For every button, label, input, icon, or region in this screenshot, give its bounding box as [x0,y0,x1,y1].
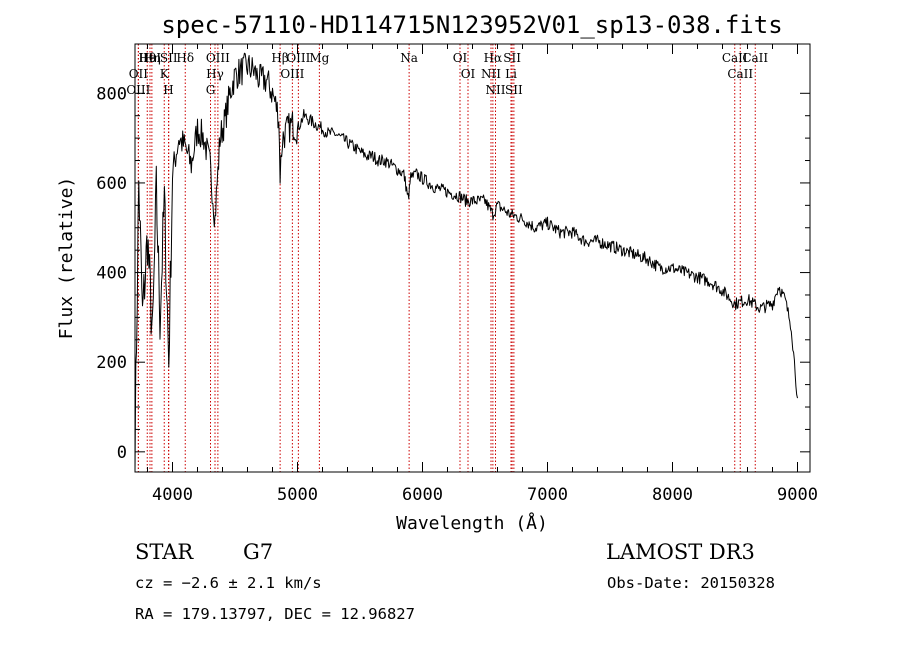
spectral-line-label: Na [400,51,418,65]
spectral-line-label: Hβ [271,51,288,65]
spectral-line-label: OIII [286,51,310,65]
x-tick-label: 5000 [277,485,318,505]
spectral-line-label: SII [503,51,521,65]
spectral-line-label: HeI [139,51,162,65]
spectral-line-markers [137,44,756,472]
spectral-line-label: Mg [309,51,329,65]
y-tick-label: 400 [96,264,127,284]
x-tick-label: 7000 [527,485,568,505]
spectral-line-label: CaII [727,67,753,81]
spectral-line-label: CaII [722,51,748,65]
x-tick-label: 8000 [652,485,693,505]
spectral-line-label: Hη [143,51,161,65]
x-tick-label: 6000 [402,485,443,505]
spectrum-line [134,52,798,473]
x-axis-ticks: 4000 5000 6000 7000 8000 9000 [147,44,818,505]
spectral-line-label: H [163,83,173,97]
spectral-line-label: Hγ [206,67,224,81]
spectral-line-label: OIII [206,51,230,65]
spectral-line-label: CaII [742,51,768,65]
y-tick-label: 0 [117,443,127,463]
spectral-line-label: OI [453,51,468,65]
spectral-line-label: Hα [484,51,503,65]
spectral-line-label: NII [486,83,506,97]
object-type: STAR [135,540,194,564]
x-axis-label: Wavelength (Å) [396,512,548,534]
y-axis-ticks: 0 200 400 600 800 [96,84,810,463]
spectral-line-label: SII [505,83,523,97]
spectral-class: G7 [243,540,273,564]
spectral-line-label: K [160,67,170,81]
chart-title: spec-57110-HD114715N123952V01_sp13-038.f… [161,11,782,39]
sky-coordinates: RA = 179.13797, DEC = 12.96827 [135,605,415,623]
spectrum-series [134,52,798,473]
spectral-line-label: Hθ [138,51,156,65]
spectral-line-label: Li [505,67,517,81]
spectral-line-label: OIII [126,83,150,97]
spectral-line-label: SII [160,51,178,65]
spectral-line-label: OI [461,67,476,81]
observation-date: Obs-Date: 20150328 [607,574,775,592]
spectral-line-label: NII [481,67,501,81]
redshift-cz: cz = −2.6 ± 2.1 km/s [135,574,322,592]
y-tick-label: 600 [96,174,127,194]
survey-name: LAMOST DR3 [606,540,755,564]
spectral-line-label: Hδ [176,51,194,65]
spectral-line-label: OII [129,67,149,81]
y-tick-label: 800 [96,84,127,104]
y-axis-label: Flux (relative) [56,177,77,340]
x-tick-label: 4000 [152,485,193,505]
spectral-line-label: OIII [280,67,304,81]
spectral-line-label: G [206,83,216,97]
y-tick-label: 200 [96,353,127,373]
x-tick-label: 9000 [777,485,818,505]
